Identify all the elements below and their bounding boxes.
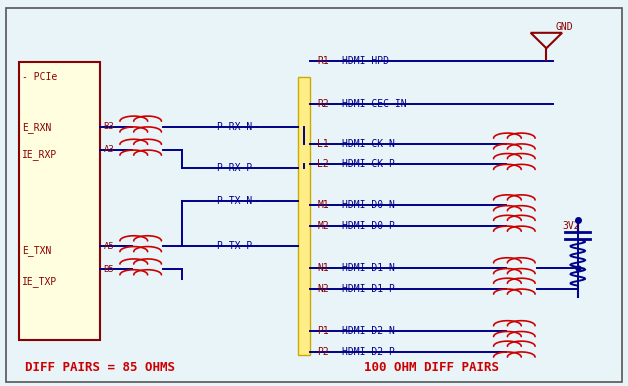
Text: HDMI D2 N: HDMI D2 N	[342, 326, 395, 336]
Text: DIFF PAIRS = 85 OHMS: DIFF PAIRS = 85 OHMS	[25, 361, 175, 374]
FancyBboxPatch shape	[19, 62, 100, 340]
FancyBboxPatch shape	[298, 77, 310, 355]
Text: P2: P2	[317, 347, 329, 357]
Text: P TX N: P TX N	[217, 196, 252, 207]
Text: HDMI D0 N: HDMI D0 N	[342, 200, 395, 210]
Text: B3: B3	[104, 122, 114, 131]
Text: IE_TXP: IE_TXP	[22, 276, 57, 287]
Text: - PCIe: - PCIe	[22, 72, 57, 82]
Text: L2: L2	[317, 159, 329, 169]
Text: B5: B5	[104, 265, 114, 274]
Text: A3: A3	[104, 145, 114, 154]
Text: HDMI CEC IN: HDMI CEC IN	[342, 99, 407, 109]
Text: R2: R2	[317, 99, 329, 109]
Text: M1: M1	[317, 200, 329, 210]
Text: HDMI D1 N: HDMI D1 N	[342, 263, 395, 273]
Text: HDMI D2 P: HDMI D2 P	[342, 347, 395, 357]
Text: E_TXN: E_TXN	[22, 245, 51, 256]
Text: P RX P: P RX P	[217, 163, 252, 173]
Text: N2: N2	[317, 284, 329, 294]
Text: E_RXN: E_RXN	[22, 122, 51, 133]
Text: HDMI CK P: HDMI CK P	[342, 159, 395, 169]
Text: HDMI D0 P: HDMI D0 P	[342, 221, 395, 231]
Text: HDMI D1 P: HDMI D1 P	[342, 284, 395, 294]
FancyBboxPatch shape	[6, 8, 622, 382]
Text: N1: N1	[317, 263, 329, 273]
Text: HDMI HPD: HDMI HPD	[342, 56, 389, 66]
Text: P1: P1	[317, 326, 329, 336]
Text: P RX N: P RX N	[217, 122, 252, 132]
Text: HDMI CK N: HDMI CK N	[342, 139, 395, 149]
Text: P TX P: P TX P	[217, 241, 252, 251]
Text: 3V2: 3V2	[562, 221, 580, 231]
Text: GND: GND	[556, 22, 573, 32]
Text: R1: R1	[317, 56, 329, 66]
Text: 100 OHM DIFF PAIRS: 100 OHM DIFF PAIRS	[364, 361, 499, 374]
Text: M2: M2	[317, 221, 329, 231]
Text: IE_RXP: IE_RXP	[22, 149, 57, 160]
Text: A5: A5	[104, 242, 114, 251]
Text: L1: L1	[317, 139, 329, 149]
